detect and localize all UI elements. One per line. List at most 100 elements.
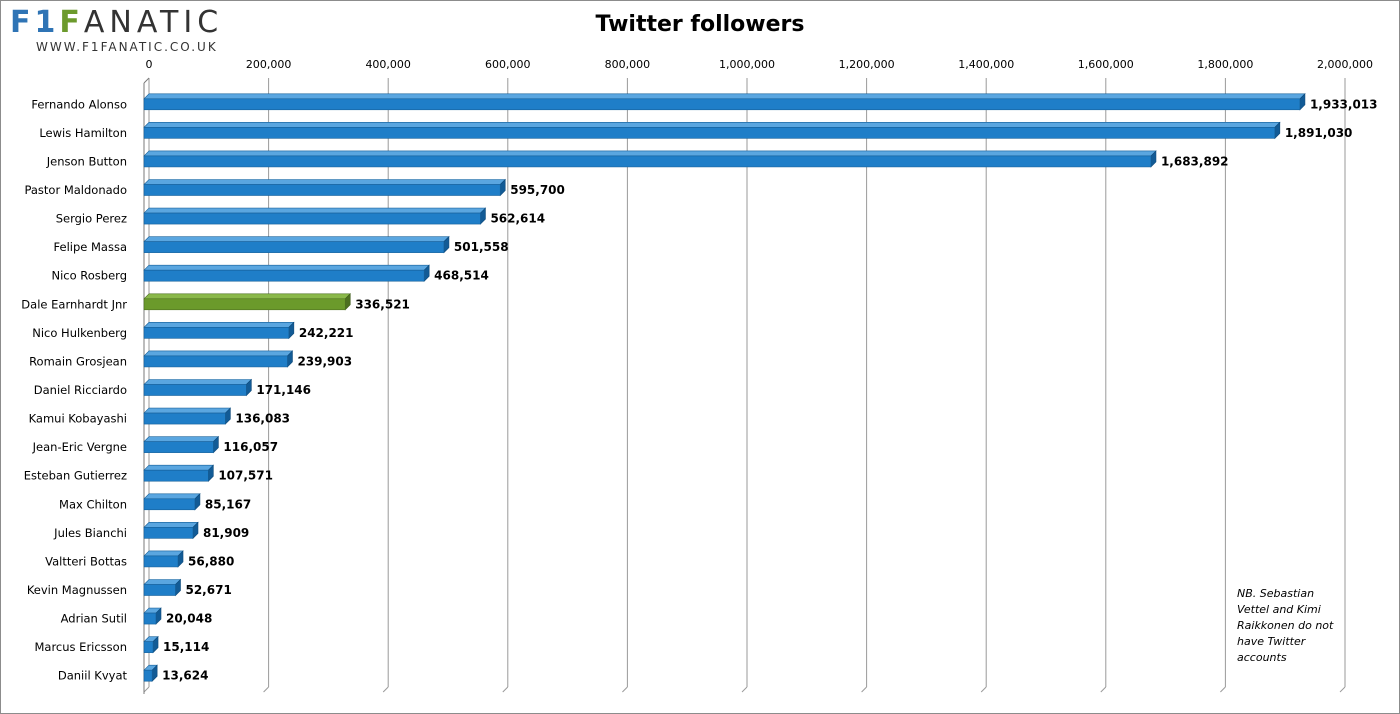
y-category-label: Valtteri Bottas xyxy=(45,554,127,568)
x-tick-label: 1,800,000 xyxy=(1197,58,1253,71)
bar xyxy=(143,212,481,225)
data-label: 1,683,892 xyxy=(1161,154,1229,168)
y-category-label: Pastor Maldonado xyxy=(24,183,127,197)
bar xyxy=(143,498,196,511)
bar-top-face xyxy=(143,122,1281,128)
gridline-floor xyxy=(502,686,509,693)
x-tick-label: 1,000,000 xyxy=(719,58,775,71)
y-category-label: Jules Bianchi xyxy=(53,526,127,540)
y-category-label: Adrian Sutil xyxy=(61,612,127,626)
bar xyxy=(143,469,209,482)
bar-top-face xyxy=(143,350,294,357)
bar-top-face xyxy=(143,179,506,185)
data-label: 85,167 xyxy=(205,497,251,511)
data-label: 52,671 xyxy=(185,583,231,597)
gridline-floor xyxy=(741,686,748,693)
bar-top-face xyxy=(143,293,351,300)
bar xyxy=(143,184,501,196)
data-label: 20,048 xyxy=(166,612,212,626)
axis-corner xyxy=(143,77,150,84)
gridline-floor xyxy=(1100,686,1107,693)
x-tick-label: 200,000 xyxy=(246,58,292,71)
data-label: 81,909 xyxy=(203,526,249,540)
bar xyxy=(143,384,247,396)
bar xyxy=(143,127,1276,139)
bar-top-face xyxy=(143,322,295,328)
data-label: 336,521 xyxy=(355,297,410,311)
y-category-label: Romain Grosjean xyxy=(29,354,127,368)
x-tick-label: 0 xyxy=(146,58,153,71)
bar xyxy=(143,298,346,311)
y-category-label: Nico Hulkenberg xyxy=(32,326,127,340)
gridline-floor xyxy=(263,686,269,693)
gridline-floor xyxy=(980,686,987,693)
x-tick-label: 800,000 xyxy=(605,58,651,71)
data-label: 468,514 xyxy=(434,269,489,283)
gridline-floor xyxy=(382,686,389,693)
bar xyxy=(143,98,1301,111)
bar-top-face xyxy=(143,150,1157,157)
bar-top-face xyxy=(143,550,184,557)
data-label: 13,624 xyxy=(162,669,208,683)
bar xyxy=(143,555,179,568)
gridline-floor xyxy=(143,686,150,693)
y-category-label: Daniil Kvyat xyxy=(58,669,128,683)
data-label: 1,933,013 xyxy=(1310,97,1378,111)
logo-part-2: F xyxy=(59,5,84,40)
chart-title: Twitter followers xyxy=(595,12,805,37)
gridline-floor xyxy=(1339,686,1346,693)
x-tick-label: 1,600,000 xyxy=(1078,58,1134,71)
data-label: 562,614 xyxy=(490,212,545,226)
data-label: 1,891,030 xyxy=(1285,126,1353,140)
gridline-floor xyxy=(861,686,867,693)
bar xyxy=(143,355,288,368)
footnote: NB. Sebastian Vettel and Kimi Raikkonen … xyxy=(1237,587,1334,664)
x-tick-label: 2,000,000 xyxy=(1317,58,1373,71)
y-category-label: Lewis Hamilton xyxy=(39,126,127,140)
data-label: 501,558 xyxy=(454,240,509,254)
bar xyxy=(143,412,226,425)
gridline-floor xyxy=(1220,686,1226,693)
y-category-label: Dale Earnhardt Jnr xyxy=(21,297,127,311)
data-label: 171,146 xyxy=(256,383,311,397)
bar-top-face xyxy=(143,493,201,500)
y-category-label: Kamui Kobayashi xyxy=(29,412,127,426)
bar xyxy=(143,584,176,596)
gridline-floor xyxy=(622,686,628,693)
x-tick-label: 400,000 xyxy=(365,58,411,71)
y-category-label: Esteban Gutierrez xyxy=(24,469,127,483)
y-category-label: Max Chilton xyxy=(59,497,127,511)
x-tick-label: 1,400,000 xyxy=(958,58,1014,71)
logo-wordmark: F1FANATIC xyxy=(10,6,223,40)
bar xyxy=(143,269,425,282)
data-label: 107,571 xyxy=(218,469,273,483)
data-label: 15,114 xyxy=(163,640,209,654)
data-label: 595,700 xyxy=(510,183,565,197)
y-category-label: Jean-Eric Vergne xyxy=(32,440,127,454)
bar xyxy=(143,641,154,653)
y-category-label: Felipe Massa xyxy=(54,240,127,254)
f1fanatic-logo: F1FANATIC WWW.F1FANATIC.CO.UK xyxy=(10,6,260,56)
bar xyxy=(143,155,1152,168)
bar-top-face xyxy=(143,579,182,585)
bar-top-face xyxy=(143,522,199,528)
y-category-label: Sergio Perez xyxy=(56,212,127,226)
bar xyxy=(143,441,214,453)
x-tick-label: 600,000 xyxy=(485,58,531,71)
logo-url: WWW.F1FANATIC.CO.UK xyxy=(36,40,218,54)
logo-part-3: ANATIC xyxy=(83,5,224,40)
bar-top-face xyxy=(143,379,253,385)
data-label: 56,880 xyxy=(188,554,234,568)
bar xyxy=(143,327,290,339)
data-label: 239,903 xyxy=(297,354,352,368)
bar-top-face xyxy=(143,207,487,214)
bar-top-face xyxy=(143,407,232,414)
bar-top-face xyxy=(143,464,215,471)
y-category-label: Kevin Magnussen xyxy=(27,583,127,597)
bar-top-face xyxy=(143,93,1306,100)
bar xyxy=(143,612,157,625)
bar-top-face xyxy=(143,236,450,242)
x-tick-label: 1,200,000 xyxy=(839,58,895,71)
bar-top-face xyxy=(143,264,430,271)
